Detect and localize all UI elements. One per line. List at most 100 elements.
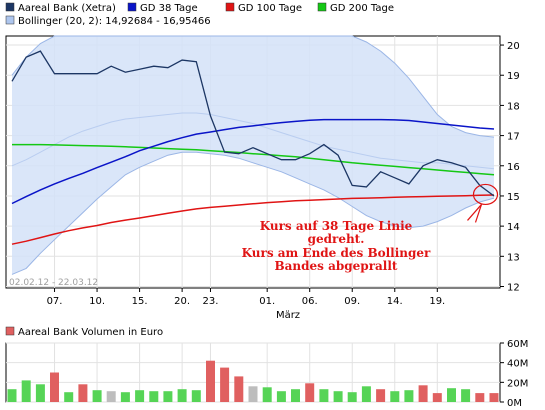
volume-bar (305, 383, 315, 402)
volume-bar (78, 384, 88, 402)
legend-label: Aareal Bank (Xetra) (18, 3, 116, 14)
volume-bar (163, 391, 173, 402)
y-tick-label: 17 (507, 132, 520, 143)
volume-bar (35, 384, 45, 402)
y-tick-label: 40M (507, 359, 528, 370)
volume-bar (149, 391, 159, 402)
volume-bar (220, 367, 230, 402)
annotation-text: gedreht. (308, 232, 365, 246)
y-tick-label: 16 (507, 162, 520, 173)
volume-bar (390, 391, 400, 402)
volume-bar (248, 386, 258, 402)
x-tick-label: 01. (259, 296, 275, 307)
volume-bar (206, 360, 215, 402)
legend-swatch (5, 326, 15, 336)
volume-bar (191, 390, 201, 402)
bollinger-band-area (12, 36, 494, 275)
volume-bar (418, 385, 428, 402)
volume-bar (319, 389, 329, 402)
volume-bar (432, 393, 442, 402)
x-tick-label: 19. (429, 296, 445, 307)
volume-bar (276, 391, 286, 402)
series-line-gd-100-tage (11, 194, 495, 245)
volume-bar (50, 372, 59, 402)
x-tick-label: 10. (89, 296, 105, 307)
y-tick-label: 15 (507, 192, 520, 203)
y-tick-label: 13 (507, 252, 520, 263)
y-tick-label: 20M (507, 378, 528, 389)
y-tick-label: 19 (507, 71, 520, 82)
volume-y-axis: 0M 20M 40M 60M (500, 339, 528, 409)
annotation-circle (472, 183, 499, 206)
annotation-text: Bandes abgeprallt (275, 259, 398, 273)
x-tick-label: 20. (174, 296, 190, 307)
legend-entry: Aareal Bank (Xetra) (5, 2, 116, 14)
volume-bars (7, 360, 499, 403)
legend-label: GD 200 Tage (330, 3, 394, 14)
volume-bar (64, 392, 74, 402)
legend-label: Bollinger (20, 2): 14,92684 - 16,95466 (18, 16, 211, 27)
annotation-text: Kurs auf 38 Tage Linie (260, 219, 413, 233)
volume-bar (135, 390, 145, 402)
legend-label: GD 100 Tage (238, 3, 302, 14)
volume-bar (21, 380, 31, 402)
legend-swatch (317, 2, 327, 12)
volume-bar (333, 391, 343, 402)
legend-swatch (5, 15, 15, 25)
y-tick-label: 14 (507, 222, 520, 233)
volume-bar (347, 392, 357, 402)
legend-entry: GD 100 Tage (225, 2, 302, 14)
legend-label: Aareal Bank Volumen in Euro (18, 327, 163, 338)
volume-grid (6, 342, 500, 403)
volume-bar (106, 391, 116, 402)
y-tick-label: 0M (507, 398, 522, 409)
legend-swatch (225, 2, 235, 12)
volume-bar (177, 389, 187, 402)
bollinger-lower-line (11, 151, 495, 275)
volume-bar (404, 390, 414, 402)
x-tick-label: 14. (387, 296, 403, 307)
y-tick-label: 60M (507, 339, 528, 350)
legend-entry: Bollinger (20, 2): 14,92684 - 16,95466 (5, 15, 211, 27)
y-tick-label: 12 (507, 282, 520, 293)
legend-entry: GD 38 Tage (127, 2, 198, 14)
volume-bar (234, 376, 244, 402)
volume-bar (361, 386, 371, 402)
x-month-label: März (276, 310, 300, 321)
volume-bar (447, 388, 456, 402)
volume-bar (7, 389, 17, 402)
y-tick-label: 20 (507, 41, 520, 52)
volume-bar (475, 393, 485, 402)
volume-bar (120, 392, 130, 402)
annotation-arrow (467, 204, 482, 221)
series-line-gd-200-tage (12, 143, 495, 176)
x-tick-label: 07. (47, 296, 63, 307)
date-range-label: 02.02.12 - 22.03.12 (9, 278, 98, 288)
legend-swatch (127, 2, 137, 12)
price-series (11, 50, 495, 245)
x-tick-label: 09. (344, 296, 360, 307)
legend-label: GD 38 Tage (140, 3, 198, 14)
price-x-axis: 07. 10. 15. 20. 23. 01. 06. 09. 14. 19. (47, 288, 445, 307)
volume-bar (92, 390, 102, 402)
volume-bar (489, 393, 499, 402)
x-tick-label: 23. (203, 296, 219, 307)
volume-legend: Aareal Bank Volumen in Euro (5, 326, 163, 338)
legend-entry: Aareal Bank Volumen in Euro (5, 326, 163, 338)
volume-bar (262, 387, 272, 403)
series-line-gd-38-tage (11, 118, 495, 205)
volume-bar (291, 389, 300, 402)
price-legend: Aareal Bank (Xetra) GD 38 Tage GD 100 Tage… (5, 2, 394, 27)
bollinger-upper-line (11, 35, 495, 138)
price-y-axis: 12 13 14 15 16 17 18 19 20 (500, 41, 520, 293)
bollinger-band (11, 35, 495, 275)
volume-bar (461, 389, 471, 402)
legend-entry: GD 200 Tage (317, 2, 394, 14)
series-line-aareal-bank-xetra- (11, 50, 495, 197)
volume-bar (376, 389, 386, 402)
y-tick-label: 18 (507, 101, 520, 112)
annotation-text: Kurs am Ende des Bollinger (242, 246, 431, 260)
